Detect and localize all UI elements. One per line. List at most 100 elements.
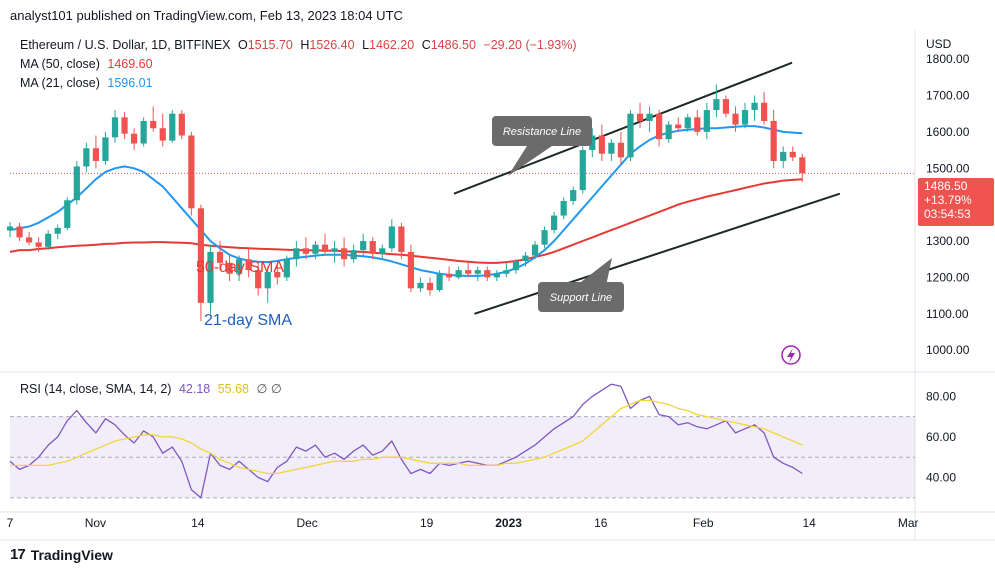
candle-body xyxy=(636,113,644,121)
ma50-label: MA (50, close) xyxy=(20,57,100,71)
candle-body xyxy=(570,190,577,201)
candle-body xyxy=(493,273,500,278)
tradingview-icon: 17 xyxy=(10,546,26,563)
candle-body xyxy=(703,110,710,132)
candle-body xyxy=(522,255,529,262)
axes: 1800.001700.001600.001500.001400.001300.… xyxy=(7,37,970,530)
rsi-legend: RSI (14, close, SMA, 14, 2) 42.18 55.68 … xyxy=(20,381,282,396)
high-label: H xyxy=(300,38,310,52)
candle-body xyxy=(426,282,434,291)
candle-body xyxy=(531,244,539,256)
rsi-line xyxy=(9,383,803,499)
support-callout-box xyxy=(538,282,624,312)
resistance-callout-box xyxy=(492,116,592,146)
resistance-callout-pointer xyxy=(508,146,552,176)
candle-body xyxy=(551,215,558,231)
publisher-line: analyst101 published on TradingView.com,… xyxy=(10,8,403,23)
rsi-lines xyxy=(9,383,803,499)
resistance-callout-text: Resistance Line xyxy=(503,126,581,138)
x-tick-label: 2023 xyxy=(495,516,522,530)
candle-body xyxy=(360,241,367,251)
candle-body xyxy=(417,282,424,289)
candle-body xyxy=(16,226,23,238)
x-tick-label: Feb xyxy=(693,516,714,530)
candle-body xyxy=(455,270,462,278)
support-callout-pointer xyxy=(581,258,612,282)
annotations: Resistance Line Support Line 50-day SMA 21-… xyxy=(196,116,801,365)
candle-body xyxy=(398,226,405,252)
candle-body xyxy=(245,259,252,271)
sma50-label: 50-day SMA xyxy=(196,259,284,276)
candle-body xyxy=(465,270,472,274)
candle-body xyxy=(150,120,157,129)
candle-body xyxy=(197,208,205,303)
candle-body xyxy=(388,226,395,249)
candle-body xyxy=(255,270,262,289)
x-tick-label: 16 xyxy=(594,516,608,530)
brand-name: TradingView xyxy=(30,546,113,563)
candle-body xyxy=(159,128,166,141)
candle-body xyxy=(789,151,796,158)
currency-label: USD xyxy=(926,37,952,51)
candle-body xyxy=(264,271,271,289)
y-tick-label: 1600.00 xyxy=(926,125,970,139)
candle-body xyxy=(541,230,548,245)
candle-body xyxy=(770,120,777,161)
open-label: O xyxy=(237,38,248,52)
candle-body xyxy=(560,201,567,216)
candle-body xyxy=(446,273,453,278)
rsi-sma-value: 55.68 xyxy=(217,382,249,396)
candle-body xyxy=(64,200,71,228)
candle-body xyxy=(302,248,310,254)
candle-body xyxy=(45,233,52,247)
trend-lines xyxy=(453,61,841,315)
candle-body xyxy=(675,124,682,129)
ma21-label: MA (21, close) xyxy=(20,76,100,90)
x-tick-label: 7 xyxy=(7,516,14,530)
y-tick-label: 1700.00 xyxy=(926,88,970,102)
x-tick-label: 19 xyxy=(420,516,434,530)
candle-body xyxy=(474,270,481,274)
rsi-extra: ∅ ∅ xyxy=(256,382,282,396)
candle-body xyxy=(589,135,596,151)
candle-body xyxy=(111,117,119,138)
lightning-bolt xyxy=(787,348,795,363)
resistance-line xyxy=(453,61,793,195)
candle-body xyxy=(140,120,147,144)
candle-body xyxy=(350,250,357,260)
candles xyxy=(6,84,806,322)
symbol-title: Ethereum / U.S. Dollar, 1D, BITFINEX xyxy=(20,38,231,52)
lightning-icon xyxy=(781,345,801,365)
candle-body xyxy=(627,113,634,158)
candle-body xyxy=(178,113,185,136)
candle-body xyxy=(713,99,720,111)
candle-body xyxy=(312,244,319,254)
candle-body xyxy=(608,142,615,154)
candle-body xyxy=(25,237,33,243)
x-tick-label: Mar xyxy=(898,516,919,530)
tradingview-logo[interactable]: 17 TradingView xyxy=(10,546,113,563)
rsi-band xyxy=(10,416,915,499)
close-label: C xyxy=(421,38,431,52)
candle-body xyxy=(722,99,730,114)
candle-body xyxy=(293,248,300,260)
candle-body xyxy=(369,241,376,254)
rsi-sma-line xyxy=(10,399,803,475)
candle-body xyxy=(665,124,672,140)
y-tick-label: 1100.00 xyxy=(926,307,969,321)
last-price-box: 1486.50 +13.79% 03:54:53 xyxy=(918,178,994,226)
candle-body xyxy=(656,113,663,140)
low-label: L xyxy=(362,38,370,52)
ohlc-legend: Ethereum / U.S. Dollar, 1D, BITFINEX O15… xyxy=(20,38,577,52)
candle-body xyxy=(235,259,243,274)
candle-body xyxy=(379,248,386,254)
x-tick-label: Dec xyxy=(296,516,317,530)
candle-body xyxy=(646,113,653,121)
candle-body xyxy=(761,102,768,121)
candle-body xyxy=(274,271,281,278)
y-tick-label: 1300.00 xyxy=(926,234,970,248)
candle-body xyxy=(684,117,691,129)
candle-body xyxy=(780,151,787,161)
bar-countdown: 03:54:53 xyxy=(924,207,971,221)
